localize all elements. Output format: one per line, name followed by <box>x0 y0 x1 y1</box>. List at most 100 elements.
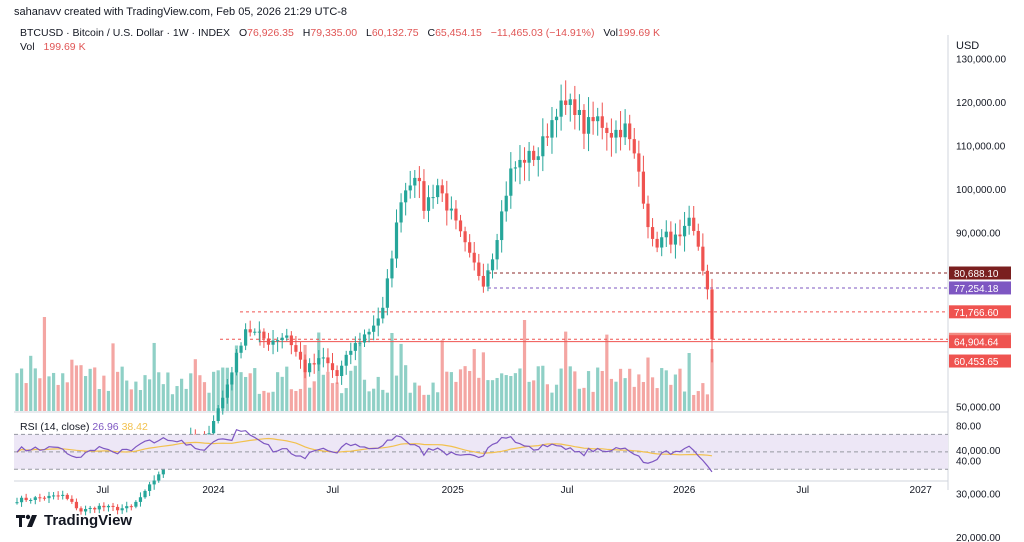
candle <box>609 118 614 157</box>
candle <box>436 178 440 205</box>
rsi-title[interactable]: RSI (14, close) <box>20 421 90 433</box>
candle-body <box>536 156 540 160</box>
volume-bar <box>257 393 261 411</box>
candle <box>312 353 316 374</box>
tradingview-logo: TradingView <box>16 512 132 529</box>
candle-body <box>74 501 79 509</box>
volume-bar <box>632 386 636 411</box>
volume-bar <box>646 357 650 411</box>
candle-body <box>97 505 101 510</box>
candle <box>413 170 417 198</box>
volume-bar <box>705 394 710 411</box>
volume-bar <box>600 370 604 411</box>
candle-body <box>152 480 156 485</box>
volume-bar <box>56 384 60 411</box>
candle-body <box>330 363 335 371</box>
candle <box>344 350 348 375</box>
candle-body <box>253 331 257 333</box>
volume-indicator-value: 199.69 K <box>43 41 86 53</box>
candle <box>83 505 88 516</box>
candle <box>710 278 714 363</box>
time-tick-label: 2024 <box>202 485 225 496</box>
volume-bar <box>413 382 417 411</box>
candle <box>106 504 111 512</box>
currency-label[interactable]: USD <box>956 40 980 52</box>
candle-body <box>655 238 659 248</box>
candle-body <box>422 181 426 211</box>
candle <box>573 85 577 130</box>
volume-bar <box>440 340 444 411</box>
volume-bar <box>376 376 380 411</box>
candle <box>614 120 618 154</box>
open-value: 76,926.35 <box>247 27 294 39</box>
volume-bar <box>216 370 220 411</box>
candle <box>641 155 646 209</box>
time-tick-label: Jul <box>796 485 809 496</box>
volume-bar <box>161 384 165 411</box>
candle <box>326 348 330 372</box>
candle <box>308 358 312 377</box>
candle <box>463 226 467 252</box>
candle <box>500 200 504 253</box>
candle <box>42 495 47 501</box>
candle <box>280 333 284 349</box>
candle-body <box>340 365 344 377</box>
candle <box>61 490 65 500</box>
candle-body <box>413 177 417 186</box>
candle-body <box>248 329 252 333</box>
candle <box>404 182 408 216</box>
candle-body <box>134 501 138 507</box>
volume-bar <box>673 374 678 411</box>
candle <box>586 97 591 152</box>
candle <box>536 147 540 177</box>
price-tag: 80,688.10 <box>949 266 1011 280</box>
candle <box>513 161 517 182</box>
volume-bar <box>24 383 28 411</box>
candle-body <box>257 331 261 333</box>
candle-body <box>51 495 56 497</box>
candle-body <box>358 342 362 344</box>
low-value: 60,132.75 <box>371 27 419 39</box>
volume-bar <box>628 368 632 411</box>
candle <box>600 102 604 140</box>
candle <box>660 229 664 257</box>
price-tag-box <box>949 354 1011 368</box>
volume-indicator-label[interactable]: Vol <box>20 41 35 53</box>
volume-bar <box>221 367 225 411</box>
candle-body <box>495 240 499 260</box>
volume-bar <box>669 384 673 411</box>
candle <box>509 152 513 209</box>
time-tick-label: 2025 <box>442 485 465 496</box>
candle <box>692 205 696 236</box>
volume-bar <box>564 331 568 411</box>
candle <box>545 123 549 146</box>
candle-body <box>682 225 687 237</box>
candle <box>97 503 101 514</box>
volume-bar <box>276 372 280 411</box>
candle <box>248 320 252 337</box>
volume-bar <box>445 371 449 411</box>
candle-body <box>669 231 673 245</box>
candle-body <box>609 132 614 138</box>
candle <box>669 221 673 254</box>
candle <box>244 323 248 351</box>
low-label: L <box>366 27 372 39</box>
candle-body <box>312 363 316 365</box>
candle-body <box>614 129 618 138</box>
candle <box>289 331 293 355</box>
symbol-title[interactable]: BTCUSD · Bitcoin / U.S. Dollar · 1W · IN… <box>20 27 231 39</box>
candle-body <box>216 408 220 421</box>
candle-body <box>687 217 691 226</box>
volume-bar <box>38 378 42 411</box>
candle-body <box>88 507 92 509</box>
price-tag: 71,766.60 <box>949 305 1011 319</box>
volume-bar <box>198 375 202 411</box>
candle-body <box>591 117 595 122</box>
candle-body <box>161 465 165 475</box>
volume-bar <box>321 374 325 411</box>
candle <box>29 498 33 504</box>
volume-bar <box>42 317 47 411</box>
volume-bar <box>486 380 490 411</box>
candle <box>490 253 495 279</box>
